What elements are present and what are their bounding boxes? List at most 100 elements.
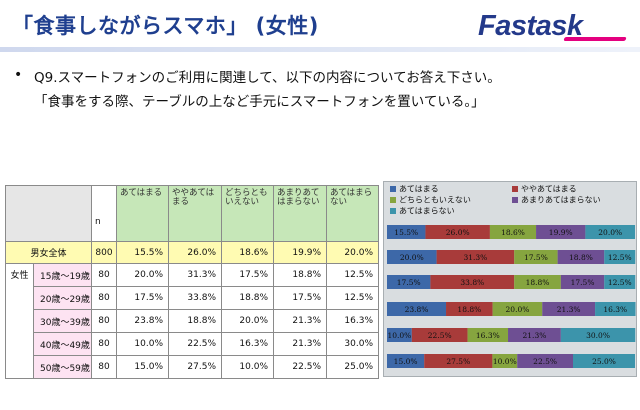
table-cell: 22.5% [273,355,327,379]
table-cell: 30.0% [326,332,379,356]
table-cell: 10.0% [116,332,169,356]
bar-value-label: 30.0% [586,331,610,340]
table-cell: 22.5% [168,332,222,356]
bar-segment [536,225,586,239]
row-n: 80 [91,355,117,379]
bar-value-label: 21.3% [523,331,547,340]
table-cell: 25.0% [326,355,379,379]
table-header-row: n あてはまる ややあてはまる どちらともいえない あまりあてはまらない あては… [5,185,379,242]
bar-value-label: 18.8% [457,305,481,314]
stacked-bar-chart: あてはまる ややあてはまる どちらともいえない あまりあてはまらない あてはまらない 15… [383,181,637,377]
bar-segment [604,275,636,289]
bar-value-label: 10.0% [493,357,517,366]
bar-segment [508,328,561,342]
bar-segment [436,250,515,264]
bar-segment [514,250,558,264]
bar-segment [425,225,490,239]
table-row: 50歳～59歳 80 15.0% 27.5% 10.0% 22.5% 25.0% [6,355,379,379]
row-label: 男女全体 [5,241,92,264]
table-row: 女性 15歳～19歳 80 20.0% 31.3% 17.5% 18.8% 12… [5,263,379,379]
bar-segment [387,302,447,316]
table-cell: 18.8% [168,309,222,333]
table-cell: 15.5% [116,241,169,264]
row-n: 80 [91,309,117,333]
table-cell: 18.8% [273,263,327,287]
table-cell: 26.0% [168,241,222,264]
question-text: Q9.スマートフォンのご利用に関連して、以下の内容についてお答え下さい。 [34,70,501,86]
table-cell: 20.0% [116,263,169,287]
bar-segment [387,328,412,342]
table-cell: 12.5% [326,286,379,310]
bar-segment [467,328,509,342]
table-cell: 10.0% [221,355,274,379]
table-cell: 17.5% [221,263,274,287]
bar-value-label: 17.5% [571,278,595,287]
legend-swatch [390,197,396,203]
bar-segment [387,354,425,368]
table-row: 男女全体 800 15.5% 26.0% 18.6% 19.9% 20.0% [5,241,379,264]
bar-value-label: 20.0% [506,305,530,314]
bar-value-label: 17.5% [397,278,421,287]
legend-label: ややあてはまる [521,185,577,194]
legend-swatch [390,186,396,192]
table-cell: 18.6% [221,241,274,264]
table-row: 40歳～49歳 80 10.0% 22.5% 16.3% 21.3% 30.0% [6,332,379,356]
bar-value-label: 12.5% [608,278,632,287]
bar-value-label: 18.8% [526,278,550,287]
table-cell: 18.8% [221,286,274,310]
row-n: 800 [91,241,117,264]
bar-value-label: 15.0% [394,357,418,366]
bar-segment [595,302,636,316]
bar-value-label: 26.0% [446,228,470,237]
fastask-logo: Fastask [478,10,628,44]
row-n: 80 [91,263,117,287]
table-cell: 23.8% [116,309,169,333]
question-bullet: • [14,67,23,83]
row-label: 30歳～39歳 [33,309,92,333]
bar-segment [446,302,493,316]
bar-segment [514,275,561,289]
row-label: 40歳～49歳 [33,332,92,356]
legend-label: あてはまる [399,185,439,194]
bar-value-label: 21.3% [557,305,581,314]
bar-segment [387,275,431,289]
bar-value-label: 12.5% [608,253,632,262]
bar-segment [560,275,605,289]
bar-segment [489,225,537,239]
n-column-header: n [91,185,117,242]
bar-value-label: 10.0% [387,331,411,340]
bar-value-label: 15.5% [394,228,418,237]
bar-value-label: 31.3% [463,253,487,262]
table-cell: 17.5% [273,286,327,310]
bar-value-label: 23.8% [405,305,429,314]
bar-segment [387,225,426,239]
legend-label: あてはまらない [399,207,455,216]
logo-underline-stroke [563,37,627,41]
logo-text: Fastask [478,10,583,42]
bar-value-label: 20.0% [598,228,622,237]
bar-segment [517,354,573,368]
bar-value-label: 22.5% [428,331,452,340]
bar-value-label: 20.0% [400,253,424,262]
bar-value-label: 18.6% [501,228,525,237]
bar-segment [542,302,596,316]
table-row: 20歳～29歳 80 17.5% 33.8% 18.8% 17.5% 12.5% [6,286,379,310]
bar-value-label: 17.5% [524,253,548,262]
results-table: n あてはまる ややあてはまる どちらともいえない あまりあてはまらない あては… [5,185,379,379]
table-cell: 20.0% [326,241,379,264]
legend-swatch [512,186,518,192]
table-cell: 21.3% [273,309,327,333]
column-header: あてはまる [116,185,169,242]
column-header: あまりあてはまらない [273,185,327,242]
table-cell: 19.9% [273,241,327,264]
row-n: 80 [91,286,117,310]
bar-value-label: 16.3% [476,331,500,340]
bar-segment [424,354,493,368]
bar-segment [560,328,636,342]
legend-label: あまりあてはまらない [521,196,601,205]
row-n: 80 [91,332,117,356]
table-cell: 21.3% [273,332,327,356]
bar-segment [430,275,515,289]
bar-value-label: 19.9% [549,228,573,237]
